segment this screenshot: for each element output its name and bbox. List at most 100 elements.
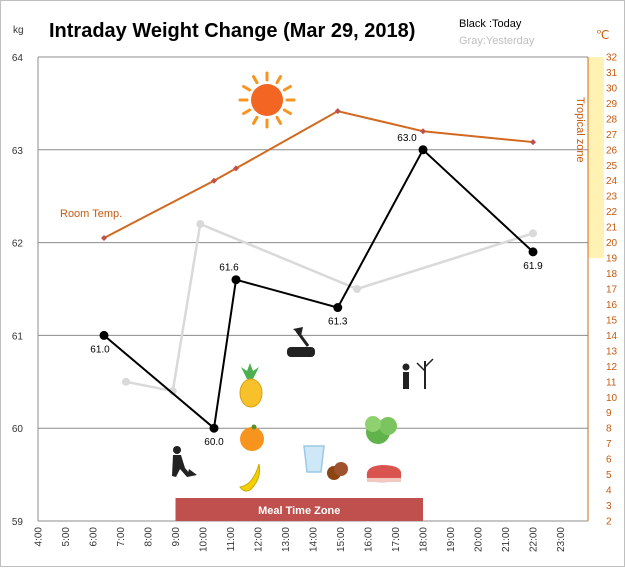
lettuce-icon [365,416,397,444]
today-point [418,145,428,155]
y-right-tick-label: 11 [606,377,617,388]
y-right-tick-label: 32 [606,53,618,64]
x-tick-label: 21:00 [501,527,512,552]
y-right-tick-label: 21 [606,223,618,234]
data-label: 60.0 [204,437,224,448]
x-tick-label: 22:00 [529,527,540,552]
sun-ray [282,85,292,92]
steak-fat [367,478,401,482]
y-right-tick-label: 5 [606,470,612,481]
banana-body [239,463,261,492]
y-left-tick-label: 63 [12,146,24,157]
series-line [125,222,534,393]
banana-icon [239,463,261,492]
tree-branches [416,358,434,372]
x-tick-label: 13:00 [281,527,292,552]
log [287,347,315,357]
y-right-tick-label: 22 [606,207,618,218]
legend-today: Black :Today [459,18,522,30]
today-point [99,330,109,340]
y-right-tick-label: 3 [606,501,612,512]
lettuce-leaf [379,417,397,435]
sun-disc [251,84,283,116]
y-right-tick-label: 27 [606,130,618,141]
x-tick-label: 8:00 [144,527,155,547]
y-right-tick-label: 15 [606,315,618,326]
y-right-tick-label: 16 [606,300,618,311]
y-right-unit: ℃ [596,28,609,42]
lettuce-leaf [365,416,381,432]
x-tick-label: 4:00 [34,527,45,547]
x-tick-label: 19:00 [446,527,457,552]
data-label: 63.0 [397,133,417,144]
pineapple-leaves [241,363,259,379]
yesterday-point [353,285,361,293]
x-tick-label: 12:00 [254,527,265,552]
steak-body [366,465,401,483]
series-layer: 61.0 60.0 61.6 61.3 63.0 61.9 [90,108,543,448]
y-right-tick-label: 2 [606,517,612,528]
orange-leaf [251,424,257,430]
y-right-tick-label: 6 [606,455,612,466]
x-tick-label: 6:00 [89,527,100,547]
temp-point [101,234,107,241]
tropical-zone-band [588,57,604,259]
y-right-tick-label: 29 [606,99,618,110]
y-right-tick-label: 28 [606,114,618,125]
y-right-tick-label: 17 [606,285,618,296]
y-left-tick-label: 60 [12,424,24,435]
y-right-tick-label: 13 [606,346,618,357]
x-tick-label: 20:00 [474,527,485,552]
y-right-tick-label: 14 [606,331,618,342]
x-tick-label: 10:00 [199,527,210,552]
y-right-tick-label: 23 [606,192,618,203]
x-tick-label: 23:00 [556,527,567,552]
data-label: 61.9 [523,261,543,272]
y-right-tick-label: 18 [606,269,618,280]
yesterday-point [196,220,205,229]
temp-point [211,177,217,184]
cookies-icon [327,462,348,480]
sun-ray [242,85,252,92]
sun-icon [238,71,296,129]
y-right-tick-label: 19 [606,254,618,265]
temp-point [334,108,341,115]
y-right-tick-label: 30 [606,83,618,94]
sun-ray [275,115,282,125]
yesterday-point [168,387,177,396]
x-tick-label: 16:00 [364,527,375,552]
data-label: 61.0 [90,344,110,355]
y-left-tick-label: 62 [12,239,24,250]
person-body [172,455,191,477]
y-left-tick-label: 64 [12,53,24,64]
x-tick-label: 7:00 [116,527,127,547]
y-right-tick-label: 24 [606,176,618,187]
temp-point [420,128,426,135]
pineapple-icon [239,363,263,408]
orange-icon [240,424,264,451]
today-point [209,423,219,433]
x-tick-label: 17:00 [391,527,402,552]
series-line [103,148,534,431]
x-tick-label: 5:00 [61,527,72,547]
pineapple-body [239,378,263,408]
water-glass-icon [303,445,325,473]
x-tick-label: 9:00 [171,527,182,547]
y-right-tick-label: 8 [606,424,612,435]
tree-pruning-icon [402,358,434,389]
wood-chopping-icon [287,327,315,357]
meal-time-zone: Meal Time Zone [175,498,423,521]
person-head [402,363,410,371]
y-right-tick-label: 4 [606,486,612,497]
meal-time-zone-bar [175,498,423,521]
y-right-tick-label: 31 [606,68,618,79]
axis-labels: 5960616263642345678910111213141516171819… [12,53,618,553]
legend-yesterday: Gray:Yesterday [459,35,535,47]
meal-time-zone-label: Meal Time Zone [258,505,340,517]
y-right-tick-label: 26 [606,145,618,156]
y-right-tick-label: 9 [606,408,612,419]
x-tick-label: 15:00 [336,527,347,552]
y-left-tick-label: 59 [12,517,24,528]
